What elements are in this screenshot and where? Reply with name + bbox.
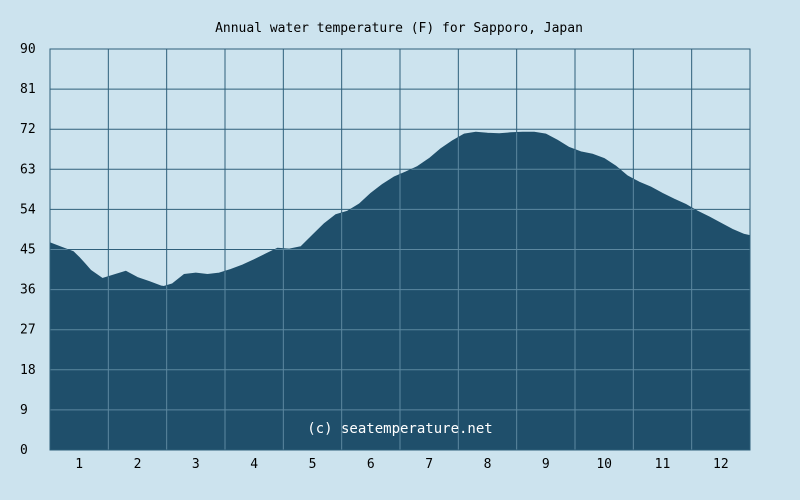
x-tick-labels: 1 2 3 4 5 6 7 8 9 10 11 12 bbox=[75, 457, 728, 472]
y-tick-label: 63 bbox=[20, 162, 36, 177]
x-tick-label: 3 bbox=[192, 457, 200, 472]
chart-title: Annual water temperature (F) for Sapporo… bbox=[215, 21, 583, 36]
y-tick-label: 27 bbox=[20, 323, 36, 338]
x-tick-label: 8 bbox=[484, 457, 492, 472]
x-tick-label: 1 bbox=[75, 457, 83, 472]
x-tick-label: 9 bbox=[542, 457, 550, 472]
x-tick-label: 11 bbox=[655, 457, 671, 472]
y-tick-labels: 0 9 18 27 36 45 54 63 72 81 90 bbox=[20, 42, 36, 458]
y-tick-label: 18 bbox=[20, 363, 36, 378]
x-tick-label: 12 bbox=[713, 457, 729, 472]
x-tick-label: 7 bbox=[425, 457, 433, 472]
y-tick-label: 9 bbox=[20, 403, 28, 418]
plot-border bbox=[49, 48, 751, 451]
y-tick-label: 90 bbox=[20, 42, 36, 57]
y-tick-label: 81 bbox=[20, 82, 36, 97]
x-tick-label: 2 bbox=[134, 457, 142, 472]
y-tick-label: 72 bbox=[20, 122, 36, 137]
x-tick-label: 10 bbox=[596, 457, 612, 472]
x-tick-label: 5 bbox=[309, 457, 317, 472]
y-tick-label: 36 bbox=[20, 283, 36, 298]
x-tick-label: 4 bbox=[250, 457, 258, 472]
watermark: (c) seatemperature.net bbox=[307, 421, 492, 437]
y-tick-label: 45 bbox=[20, 243, 36, 258]
x-tick-label: 6 bbox=[367, 457, 375, 472]
y-tick-label: 54 bbox=[20, 202, 36, 217]
y-tick-label: 0 bbox=[20, 443, 28, 458]
